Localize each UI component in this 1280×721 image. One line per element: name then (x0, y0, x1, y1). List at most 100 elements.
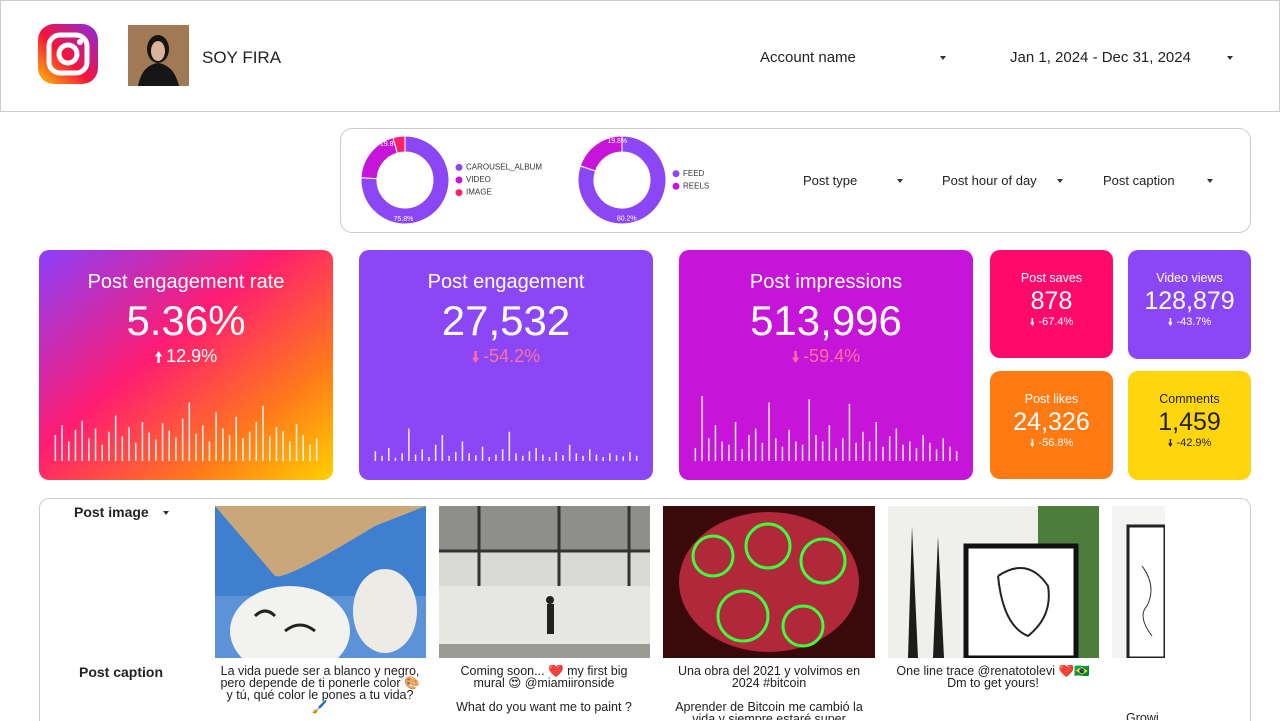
spark-bar (455, 451, 457, 461)
spark-bar (589, 449, 591, 461)
spark-bar (488, 457, 490, 461)
spark-bar (188, 402, 191, 461)
kpi-change: -42.9% (1176, 437, 1212, 449)
post-image[interactable] (215, 506, 426, 658)
kpi-card: Video views 128,879 -43.7% (1128, 250, 1251, 359)
spark-bar (888, 436, 891, 461)
sparkline (54, 402, 318, 461)
kpi-card: Post saves 878 -67.4% (990, 250, 1113, 358)
spark-bar (141, 422, 144, 461)
kpi-value: 128,879 (1144, 287, 1235, 315)
dropdown-caret (897, 179, 903, 183)
post-caption: One line trace @renatotolevi ❤️🇧🇷 Dm to … (896, 665, 1090, 690)
spark-bar (902, 444, 904, 461)
spark-bar (595, 454, 598, 461)
spark-bar (748, 435, 750, 461)
kpi-change-row: 12.9% (39, 346, 333, 367)
legend-swatch (455, 189, 463, 197)
filter-dropdown[interactable]: Post hour of day (942, 173, 1037, 188)
spark-bar (761, 442, 764, 461)
spark-bar (315, 438, 318, 461)
arrow-shape (1029, 439, 1035, 447)
spark-bar (562, 455, 564, 461)
spark-bar (121, 436, 124, 461)
spark-bar (615, 455, 618, 461)
account-dropdown[interactable]: Account name (760, 49, 856, 66)
donut-slice (579, 135, 623, 172)
post-image-filter[interactable]: Post image (74, 504, 149, 520)
spark-bar (768, 402, 770, 461)
kpi-change: -54.2% (483, 346, 541, 366)
trend-arrow (1167, 318, 1173, 326)
filter-panel (340, 128, 1251, 233)
kpi-card: Post engagement rate 5.36% 12.9% (39, 250, 333, 480)
spark-bar (282, 431, 284, 461)
spark-bar (868, 441, 871, 461)
kpi-title: Post impressions (749, 271, 903, 293)
spark-bar (114, 415, 117, 461)
post-image[interactable] (888, 506, 1099, 658)
spark-bar (181, 418, 184, 461)
spark-bar (935, 449, 938, 461)
post-image[interactable] (439, 506, 650, 658)
spark-bar (821, 441, 824, 461)
spark-bar (401, 453, 403, 461)
spark-bar (388, 448, 390, 461)
spark-bar (302, 435, 304, 461)
spark-bar (734, 422, 737, 461)
spark-bar (781, 446, 784, 461)
spark-bar (475, 455, 477, 461)
spark-bar (222, 428, 224, 461)
spark-bar (101, 444, 103, 461)
spark-bar (175, 437, 177, 461)
spark-bar (955, 451, 958, 461)
arrow-shape (791, 350, 800, 363)
legend-swatch (455, 163, 463, 171)
spark-bar (508, 431, 511, 461)
kpi-card: Post likes 24,326 -56.8% (990, 371, 1113, 479)
kpi-change-row: -59.4% (679, 346, 973, 367)
spark-bar (501, 449, 504, 461)
legend-label: FEED (683, 169, 705, 178)
spark-bar (582, 455, 584, 461)
slice-label: 19.8% (607, 138, 627, 145)
spark-bar (275, 427, 278, 461)
date-range[interactable]: Jan 1, 2024 - Dec 31, 2024 (1010, 49, 1191, 66)
spark-bar (701, 396, 703, 461)
spark-bar (228, 435, 231, 461)
spark-bar (895, 428, 898, 461)
sparkline (374, 428, 638, 461)
dropdown-caret (1227, 56, 1233, 60)
post-image[interactable] (663, 506, 875, 658)
spark-bar (795, 441, 797, 461)
spark-bar (568, 444, 571, 461)
legend-label: VIDEO (466, 175, 491, 184)
legend-swatch (672, 182, 680, 190)
filter-dropdown[interactable]: Post type (803, 173, 858, 188)
spark-bar (461, 441, 464, 461)
spark-bar (381, 455, 383, 461)
legend-label: CAROUSEL_ALBUM (466, 163, 542, 172)
arrow-shape (471, 350, 480, 363)
legend-swatch (455, 176, 463, 184)
spark-bar (522, 455, 524, 461)
sparkline (694, 396, 958, 461)
spark-bar (828, 425, 831, 461)
post-image[interactable] (1112, 506, 1165, 658)
spark-bar (88, 438, 90, 461)
arrow-shape (1029, 318, 1035, 326)
spark-bar (922, 435, 924, 461)
spark-bar (414, 454, 417, 461)
kpi-title: Comments (1159, 392, 1220, 406)
spark-bar (108, 431, 110, 461)
arrow-shape (1167, 439, 1173, 447)
filter-dropdown[interactable]: Post caption (1103, 173, 1175, 188)
spark-bar (262, 405, 264, 461)
spark-bar (215, 412, 217, 461)
spark-bar (168, 430, 170, 461)
spark-bar (155, 439, 157, 461)
spark-bar (448, 455, 450, 461)
spark-bar (622, 456, 624, 461)
post-caption-label: Post caption (79, 664, 164, 680)
